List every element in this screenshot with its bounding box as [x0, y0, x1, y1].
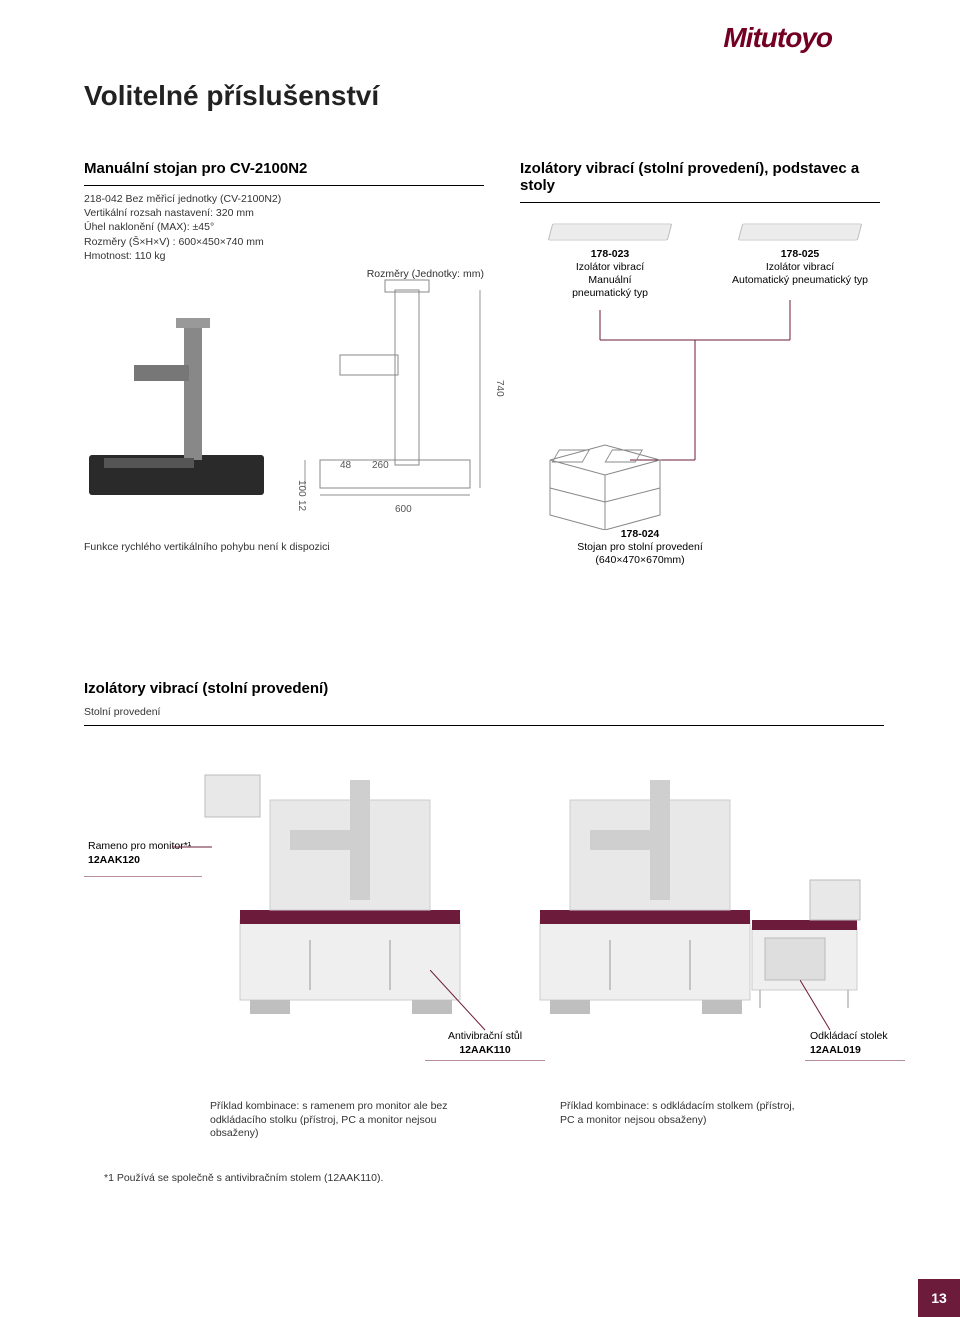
caption-right: Příklad kombinace: s odkládacím stolkem … — [560, 1100, 810, 1127]
divider — [520, 202, 880, 203]
desk-subtitle: Stolní provedení — [84, 705, 884, 719]
page-number: 13 — [918, 1279, 960, 1317]
dim-y2: 100 — [296, 480, 307, 497]
plate-icon — [548, 224, 673, 241]
stand-spec-0: 218-042 Bez měřicí jednotky (CV-2100N2) — [84, 192, 484, 206]
callout-line-under — [425, 1060, 545, 1061]
isolator-178-023: 178-023 Izolátor vibrací Manuální pneuma… — [540, 220, 680, 301]
desk-title: Izolátory vibrací (stolní provedení) — [84, 680, 884, 697]
section-desks: Izolátory vibrací (stolní provedení) Sto… — [84, 680, 884, 732]
dim-y1: 12 — [296, 500, 307, 511]
stand-spec-4: Hmotnost: 110 kg — [84, 249, 484, 263]
stand-spec-2: Úhel naklonění (MAX): ±45° — [84, 220, 484, 234]
table-stand-drawing — [540, 440, 670, 530]
callout-line — [800, 980, 840, 1035]
isolator-178-025: 178-025 Izolátor vibrací Automatický pne… — [720, 220, 880, 287]
callout-code: 12AAK120 — [88, 854, 203, 868]
callout-monitor-arm: Rameno pro monitor*¹ 12AAK120 — [88, 840, 203, 867]
callout-code: 12AAL019 — [810, 1044, 910, 1058]
caption-left: Příklad kombinace: s ramenem pro monitor… — [210, 1100, 460, 1141]
iso-l3: pneumatický typ — [540, 287, 680, 300]
stand-line-drawing — [300, 270, 490, 500]
page-title: Volitelné příslušenství — [84, 80, 379, 112]
callout-line-under — [84, 876, 202, 877]
callout-code: 12AAK110 — [430, 1044, 540, 1058]
iso-code: 178-024 — [560, 528, 720, 541]
iso-l1: Izolátor vibrací — [540, 261, 680, 274]
isolator-178-024: 178-024 Stojan pro stolní provedení (640… — [560, 528, 720, 567]
plate-icon — [738, 224, 863, 241]
footnote: *1 Používá se společně s antivibračním s… — [104, 1172, 383, 1184]
stand-title: Manuální stojan pro CV-2100N2 — [84, 160, 484, 177]
isolator-title: Izolátory vibrací (stolní provedení), po… — [520, 160, 880, 194]
callout-line — [430, 970, 490, 1032]
iso-l2: Automatický pneumatický typ — [720, 274, 880, 287]
iso-code: 178-025 — [720, 248, 880, 261]
iso-l1: Stojan pro stolní provedení — [560, 541, 720, 554]
divider — [84, 185, 484, 186]
dim-x1: 48 — [340, 460, 351, 471]
iso-l1: Izolátor vibrací — [720, 261, 880, 274]
callout-line — [172, 846, 212, 848]
iso-l2: (640×470×670mm) — [560, 554, 720, 567]
dim-h: 740 — [494, 380, 505, 397]
callout-antivib: Antivibrační stůl 12AAK110 — [430, 1030, 540, 1057]
stand-spec-1: Vertikální rozsah nastavení: 320 mm — [84, 206, 484, 220]
dim-w: 600 — [395, 504, 412, 515]
stand-footnote: Funkce rychlého vertikálního pohybu není… — [84, 540, 330, 554]
brand-logo: Mitutoyo — [723, 22, 832, 54]
section-stand: Manuální stojan pro CV-2100N2 218-042 Be… — [84, 160, 484, 281]
dim-x2: 260 — [372, 460, 389, 471]
callout-line-under — [805, 1060, 905, 1061]
footnote-text: *1 Používá se společně s antivibračním s… — [104, 1172, 383, 1184]
iso-code: 178-023 — [540, 248, 680, 261]
stand-photo — [84, 310, 274, 500]
stand-spec-3: Rozměry (Š×H×V) : 600×450×740 mm — [84, 235, 484, 249]
iso-l2: Manuální — [540, 274, 680, 287]
section-isolators: Izolátory vibrací (stolní provedení), po… — [520, 160, 880, 209]
callout-label: Antivibrační stůl — [430, 1030, 540, 1044]
divider — [84, 725, 884, 726]
